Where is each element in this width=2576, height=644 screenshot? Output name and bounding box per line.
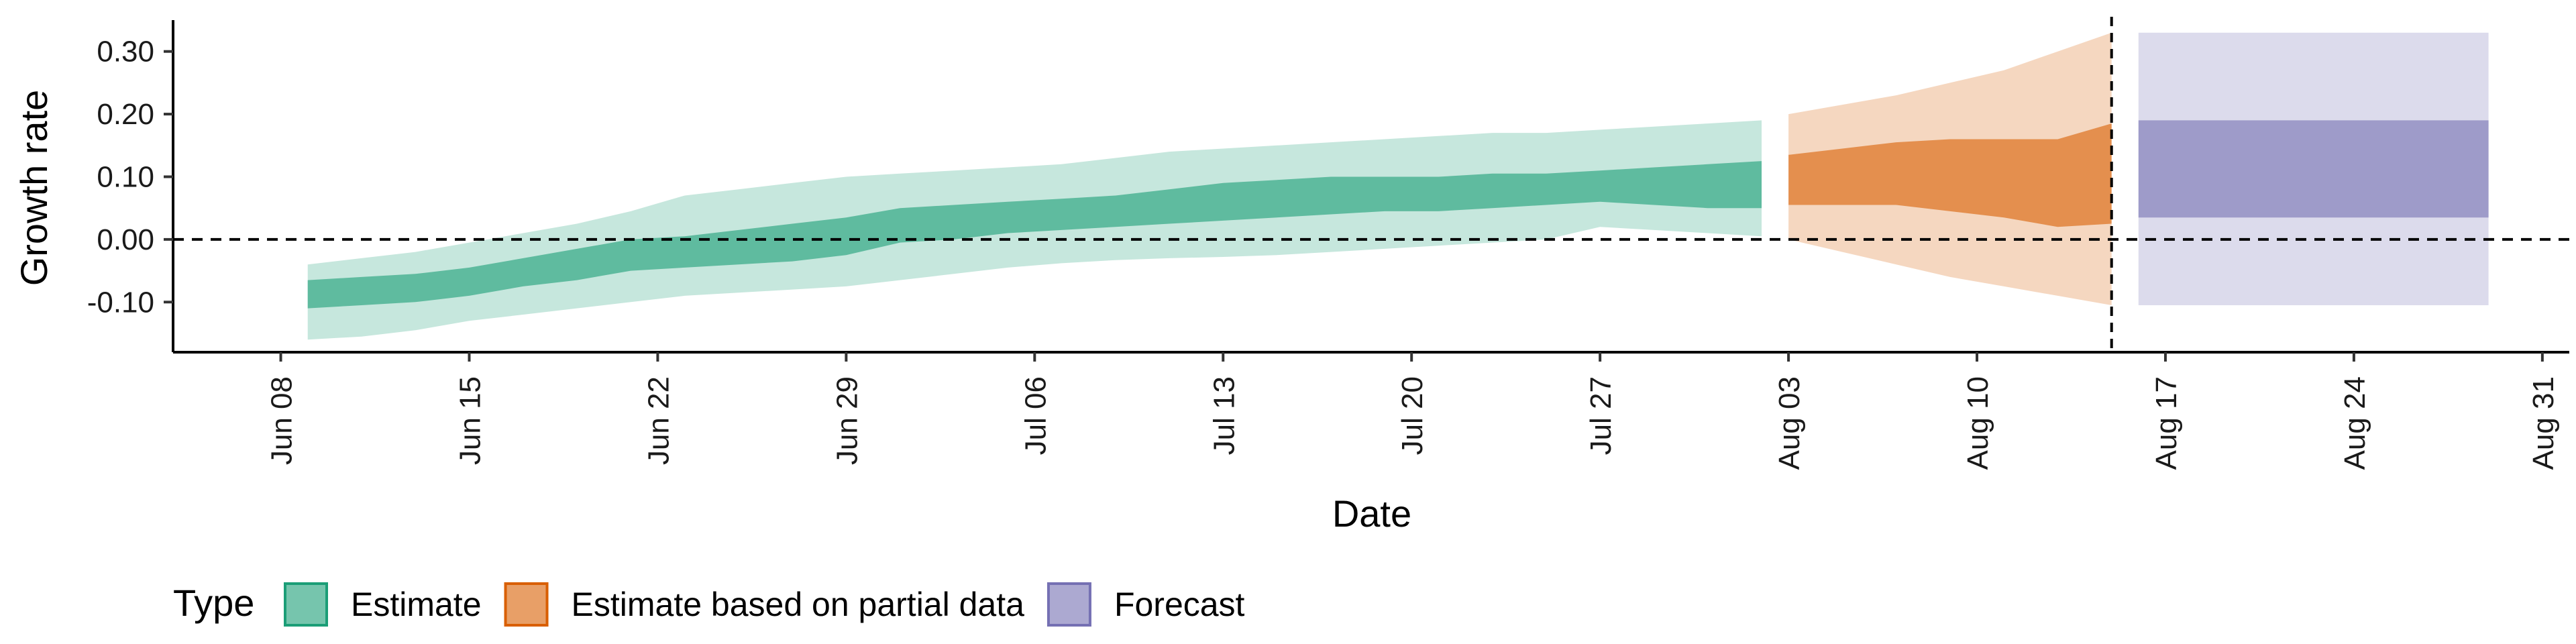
x-tick-label: Jul 06 [1019,376,1052,455]
y-tick-label: -0.10 [87,286,154,319]
x-tick-label: Aug 31 [2527,376,2560,470]
forecast-inner-band [2138,120,2489,218]
y-tick-label: 0.00 [97,223,154,256]
legend-label-estimate: Estimate [351,586,482,623]
estimate-based-on-partial-data-inner-band [1788,123,2112,227]
x-tick-label: Jul 27 [1585,376,1617,455]
x-axis-title: Date [1332,492,1411,535]
legend-swatch-estimate [284,582,328,627]
x-tick-label: Aug 17 [2150,376,2183,470]
legend: Type Estimate Estimate based on partial d… [173,582,1245,627]
x-tick-label: Jun 22 [642,376,675,465]
x-tick-label: Jul 20 [1396,376,1429,455]
x-tick-label: Jul 13 [1208,376,1240,455]
estimate-inner-band [307,161,1762,309]
ticks: -0.10 0.00 0.10 0.20 0.30 Jun 08 Jun 15 Jun 22 J… [87,36,2560,470]
y-tick-label: 0.20 [97,98,154,131]
x-tick-label: Jun 15 [453,376,486,465]
legend-swatch-estimate-based-on-partial-data [504,582,549,627]
y-tick-label: 0.10 [97,160,154,193]
axes [172,20,2569,354]
reference-lines [173,17,2569,352]
y-axis-title: Growth rate [13,90,55,286]
bands-layer [307,32,2489,340]
x-tick-label: Aug 10 [1962,376,1994,470]
x-tick-label: Aug 24 [2339,376,2371,470]
legend-swatch-forecast [1046,582,1091,627]
legend-label-estimate-based-on-partial-data: Estimate based on partial data [572,586,1025,623]
x-tick-label: Aug 03 [1773,376,1806,470]
legend-title: Type [173,582,254,624]
x-tick-label: Jun 08 [266,376,299,465]
x-tick-label: Jun 29 [830,376,863,465]
y-tick-label: 0.30 [97,36,154,68]
legend-label-forecast: Forecast [1114,586,1245,623]
